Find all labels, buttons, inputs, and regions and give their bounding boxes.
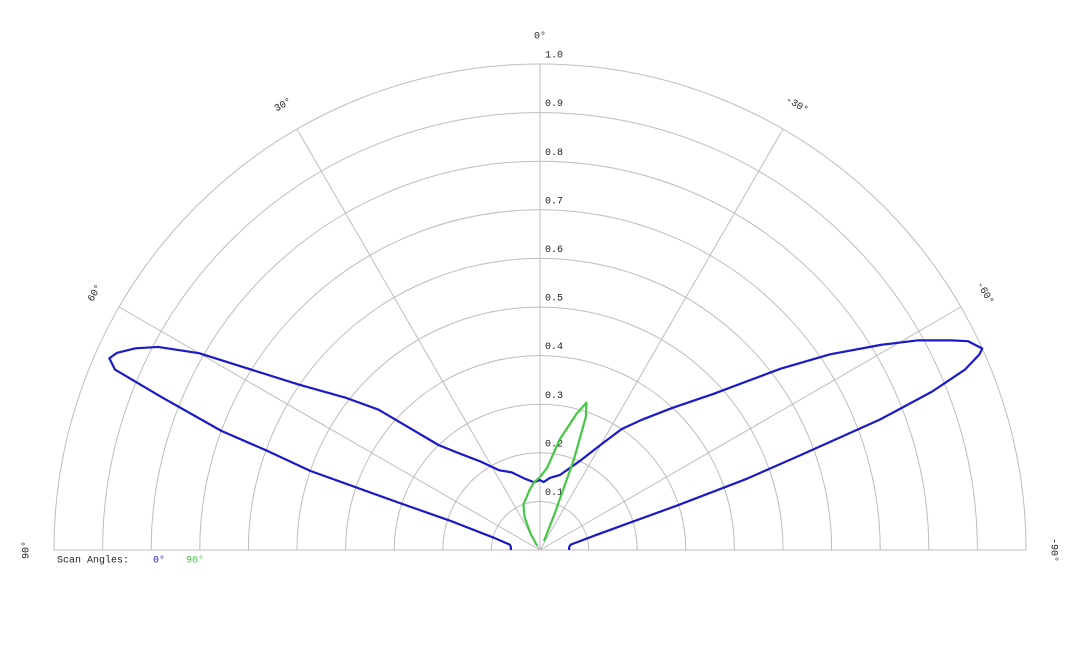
grid-spoke <box>296 128 541 551</box>
r-tick-label: 0.2 <box>545 439 563 450</box>
angle-label: 90° <box>21 541 33 559</box>
angle-label: -90° <box>1047 538 1059 562</box>
r-tick-label: 0.4 <box>545 342 563 353</box>
r-tick-label: 0.6 <box>545 245 563 256</box>
r-tick-label: 0.7 <box>545 196 563 207</box>
angle-label: 60° <box>86 283 105 305</box>
legend-title: Scan Angles: <box>57 555 129 567</box>
grid-spoke <box>118 306 541 551</box>
r-tick-label: 0.5 <box>545 294 563 305</box>
grid-spoke <box>539 128 784 551</box>
r-tick-label: 0.8 <box>545 148 563 159</box>
angle-label: 30° <box>273 96 295 115</box>
angle-label: -30° <box>783 94 810 116</box>
r-tick-label: 0.3 <box>545 391 563 402</box>
r-tick-label: 0.1 <box>545 488 563 499</box>
angle-label: 0° <box>534 31 546 43</box>
angle-label: -60° <box>973 280 995 307</box>
legend-entry: 90° <box>186 555 204 567</box>
series-line <box>522 401 588 547</box>
series-line <box>108 339 984 551</box>
r-tick-label: 1.0 <box>545 51 563 62</box>
r-tick-label: 0.9 <box>545 99 563 110</box>
grid-spoke <box>539 306 962 551</box>
legend-entry: 0° <box>153 555 165 567</box>
